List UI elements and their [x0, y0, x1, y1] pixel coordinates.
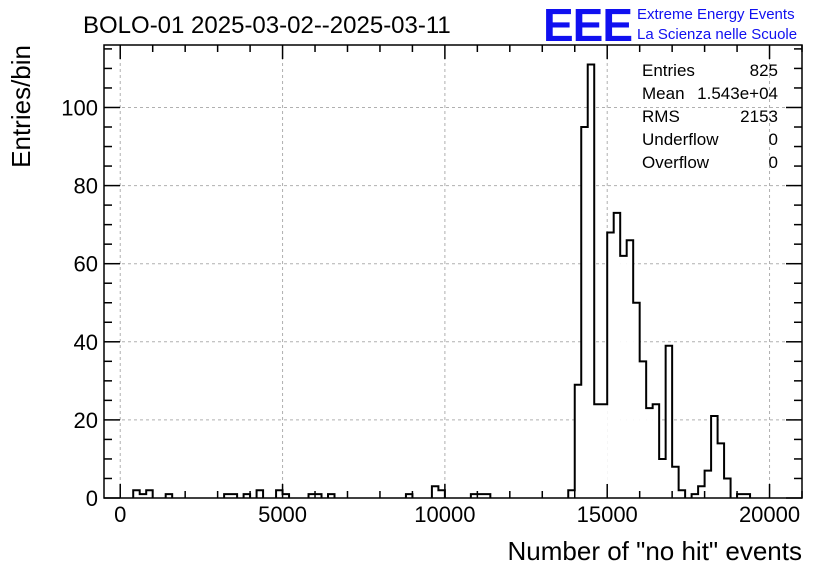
stat-entries-value: 825 [750, 61, 778, 80]
y-tick-label: 80 [74, 174, 98, 199]
histogram-bar [698, 486, 705, 498]
histogram-bar [711, 415, 718, 498]
x-axis-title: Number of "no hit" events [508, 536, 803, 566]
eee-logo: EEE Extreme Energy Events La Scienza nel… [543, 0, 797, 51]
x-tick-label: 5000 [258, 502, 307, 527]
histogram-bar [146, 490, 153, 498]
histogram-bar [308, 494, 316, 498]
histogram-bar [704, 470, 712, 498]
y-axis-title: Entries/bin [6, 45, 36, 168]
histogram-bar [652, 404, 660, 498]
histogram-bar [256, 490, 264, 498]
histogram-bar [139, 494, 147, 498]
stat-mean-label: Mean [642, 84, 685, 103]
histogram-bar [405, 494, 413, 498]
histogram-bar [315, 494, 322, 498]
histogram-bar [691, 494, 699, 498]
y-tick-label: 100 [61, 95, 98, 120]
stat-overflow-label: Overflow [642, 153, 710, 172]
stat-mean-value: 1.543e+04 [697, 84, 778, 103]
y-tick-label: 60 [74, 252, 98, 277]
histogram-bars [133, 64, 751, 499]
axis-tick-labels: 0 5000 10000 15000 20000 0 20 40 60 80 100 [61, 95, 800, 527]
histogram-bar [659, 458, 666, 498]
histogram-bar [587, 64, 595, 498]
histogram-bar [743, 494, 751, 498]
histogram-bar [243, 494, 251, 498]
grid-lines [104, 45, 802, 499]
x-tick-label: 10000 [414, 502, 475, 527]
histogram-bar [133, 490, 140, 498]
eee-logo-mark: EEE [543, 0, 632, 51]
histogram-bar [620, 255, 627, 498]
histogram-bar [724, 478, 731, 498]
histogram-bar [607, 232, 614, 498]
histogram-bar [224, 494, 231, 498]
x-tick-label: 15000 [577, 502, 638, 527]
histogram-bar [581, 127, 588, 499]
chart-title: BOLO-01 2025-03-02--2025-03-11 [83, 12, 451, 39]
histogram-bar [639, 361, 647, 498]
histogram-bar [613, 212, 621, 498]
histogram-bar [568, 490, 575, 498]
y-tick-label: 20 [74, 408, 98, 433]
stat-rms-value: 2153 [740, 107, 778, 126]
stat-underflow-value: 0 [769, 130, 778, 149]
histogram-bar [633, 302, 640, 498]
histogram-bar [717, 443, 725, 498]
x-tick-label: 0 [114, 502, 126, 527]
histogram-bar [678, 490, 686, 498]
eee-logo-line1: Extreme Energy Events [637, 6, 795, 23]
histogram-bar [594, 404, 601, 498]
histogram-bar [477, 494, 484, 498]
histogram-bar [600, 404, 608, 498]
histogram-bar [470, 494, 478, 498]
stat-overflow-value: 0 [769, 153, 778, 172]
histogram-bar [646, 408, 653, 498]
histogram-bar [276, 490, 283, 498]
histogram-bar [737, 494, 744, 498]
histogram-bar [574, 384, 582, 498]
histogram-bar [328, 494, 335, 498]
stat-entries-label: Entries [642, 61, 695, 80]
histogram-bar [665, 345, 673, 498]
x-tick-label: 20000 [739, 502, 800, 527]
histogram-bar [626, 240, 634, 499]
histogram-bar [431, 486, 439, 498]
histogram-bar [438, 490, 445, 498]
axis-ticks [104, 45, 803, 499]
stat-underflow-label: Underflow [642, 130, 719, 149]
histogram-bar [282, 494, 290, 498]
stat-rms-label: RMS [642, 107, 680, 126]
y-tick-label: 40 [74, 330, 98, 355]
stats-box: Entries 825 Mean 1.543e+04 RMS 2153 Unde… [642, 61, 778, 172]
histogram-bar [165, 494, 173, 498]
eee-logo-line2: La Scienza nelle Scuole [637, 26, 797, 43]
plot-frame [103, 44, 803, 499]
y-tick-label: 0 [86, 486, 98, 511]
histogram-bar [483, 494, 491, 498]
histogram-bar [230, 494, 238, 498]
histogram-bar [672, 466, 679, 498]
